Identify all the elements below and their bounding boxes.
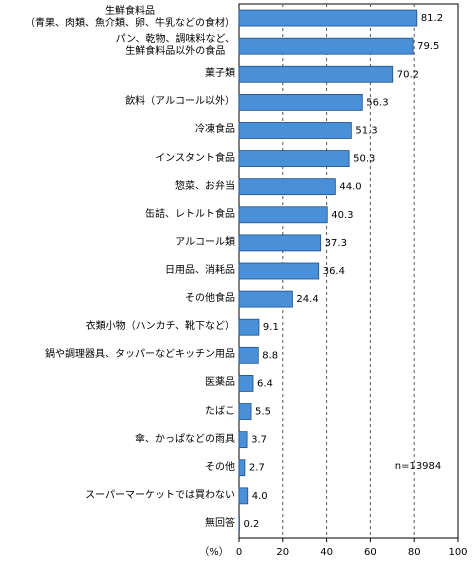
category-label: 無回答 [205,517,235,529]
category-label: 医薬品 [205,377,235,389]
bar [238,65,394,83]
category-label: その他 [205,461,235,473]
bar [238,262,320,280]
x-tick-label: 40 [320,547,333,558]
category-label: 生鮮食料品 （青果、肉類、魚介類、卵、牛乳などの食材） [25,6,235,30]
value-label: 24.4 [296,294,318,305]
x-tick-label: 0 [236,547,242,558]
value-label: 40.3 [331,210,353,221]
x-tick-label: 20 [276,547,289,558]
category-label: 惣菜、お弁当 [175,180,235,192]
value-label: 6.4 [257,378,273,389]
category-label: 傘、かっぱなどの雨具 [135,433,235,445]
bar [238,459,246,477]
x-tick-label: 100 [448,547,467,558]
category-label: インスタント食品 [155,152,235,164]
bar [238,93,363,111]
category-label: 衣類小物（ハンカチ、靴下など） [85,321,235,333]
value-label: 5.5 [255,407,271,418]
value-label: 3.7 [251,435,267,446]
x-tick-label: 60 [364,547,377,558]
category-label: 日用品、消耗品 [165,265,235,276]
category-label: パン、乾物、調味料など、 生鮮食料品以外の食品 [115,34,235,58]
value-label: 36.4 [323,266,345,277]
bar [238,178,336,196]
value-label: 0.2 [243,519,259,530]
bar [238,234,322,252]
category-label: たばこ [205,405,235,417]
value-label: 44.0 [339,182,361,193]
bar [238,37,414,55]
value-label: 8.8 [262,350,278,361]
annotation: n=13984 [395,461,442,472]
bar [238,318,260,336]
category-label: 飲料（アルコール以外） [125,96,235,108]
x-axis-label: （%） [199,546,229,558]
value-label: 79.5 [417,41,439,52]
bar [238,346,259,364]
bar [238,375,254,392]
value-label: 81.2 [421,13,443,24]
category-label: アルコール類 [175,236,235,248]
bar [238,122,352,139]
category-label: 缶詰、レトルト食品 [145,208,235,220]
category-label: スーパーマーケットでは買わない [85,489,235,501]
value-label: 70.2 [397,69,419,80]
x-tick-label: 80 [408,547,421,558]
bar [238,403,252,420]
category-label: 菓子類 [205,68,235,80]
category-label: その他食品 [185,293,235,305]
value-label: 56.3 [366,97,388,108]
value-label: 2.7 [249,463,265,474]
bar [238,487,249,505]
value-label: 51.3 [355,125,377,136]
value-label: 9.1 [263,322,279,333]
bar [238,9,418,27]
value-label: 37.3 [325,238,347,249]
value-label: 4.0 [252,491,268,502]
bar [238,431,248,449]
bar [238,206,328,224]
bar [238,290,293,308]
value-label: 50.3 [353,154,375,165]
category-label: 冷凍食品 [195,124,235,136]
bar [238,150,350,167]
category-label: 鍋や調理器具、タッパーなどキッチン用品 [45,349,235,361]
